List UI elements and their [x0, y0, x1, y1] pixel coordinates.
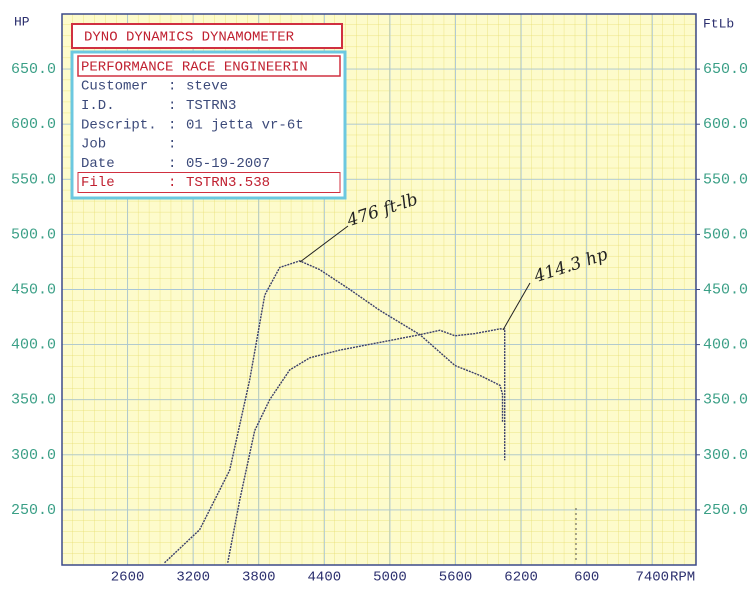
y-tick-label: 250.0 — [11, 502, 56, 519]
info-value: 05-19-2007 — [186, 156, 270, 172]
y-tick-label: 450.0 — [11, 281, 56, 298]
info-value: TSTRN3.538 — [186, 175, 270, 191]
info-separator: : — [168, 137, 176, 153]
x-axis-title: RPM — [670, 570, 695, 586]
info-separator: : — [168, 175, 176, 191]
info-separator: : — [168, 156, 176, 172]
x-tick-label: 600 — [574, 570, 599, 586]
y2-tick-label: 600.0 — [703, 116, 748, 133]
chart-title: DYNO DYNAMICS DYNAMOMETER — [84, 30, 295, 46]
x-tick-label: 3200 — [176, 570, 210, 586]
info-value: TSTRN3 — [186, 98, 236, 114]
x-tick-label: 7400 — [635, 570, 669, 586]
info-label: Descript. — [81, 117, 157, 133]
y2-tick-label: 350.0 — [703, 392, 748, 409]
y-tick-label: 400.0 — [11, 337, 56, 354]
y-tick-label: 350.0 — [11, 392, 56, 409]
info-heading-box — [77, 55, 341, 77]
info-label: Date — [81, 156, 115, 172]
y-tick-label: 600.0 — [11, 116, 56, 133]
y2-tick-label: 500.0 — [703, 226, 748, 243]
info-label: File — [81, 175, 115, 191]
annotation-leader — [502, 282, 531, 331]
y2-tick-label: 400.0 — [703, 337, 748, 354]
x-tick-label: 4400 — [308, 570, 342, 586]
info-separator: : — [168, 79, 176, 95]
x-tick-label: 3800 — [242, 570, 276, 586]
y2-tick-label: 250.0 — [703, 502, 748, 519]
info-separator: : — [168, 117, 176, 133]
curve — [164, 260, 504, 564]
y2-tick-label: 450.0 — [703, 281, 748, 298]
title-box — [71, 23, 343, 49]
curve — [227, 328, 506, 563]
x-tick-label: 5600 — [439, 570, 473, 586]
x-tick-label: 6200 — [504, 570, 538, 586]
y-tick-label: 650.0 — [11, 61, 56, 78]
info-value: 01 jetta vr-6t — [186, 117, 304, 133]
info-label: I.D. — [81, 98, 115, 114]
info-label: Customer — [81, 79, 148, 95]
y-tick-label: 550.0 — [11, 171, 56, 188]
info-value: steve — [186, 79, 228, 95]
y-tick-label: 500.0 — [11, 226, 56, 243]
right-axis-title: FtLb — [703, 16, 734, 31]
y-tick-label: 300.0 — [11, 447, 56, 464]
x-tick-label: 2600 — [111, 570, 145, 586]
y2-tick-label: 300.0 — [703, 447, 748, 464]
info-label: Job — [81, 137, 106, 153]
y2-tick-label: 550.0 — [703, 171, 748, 188]
x-tick-label: 5000 — [373, 570, 407, 586]
info-heading: PERFORMANCE RACE ENGINEERIN — [81, 60, 308, 76]
info-separator: : — [168, 98, 176, 114]
left-axis-title: HP — [14, 14, 30, 29]
info-highlight — [77, 172, 341, 193]
y2-tick-label: 650.0 — [703, 61, 748, 78]
annotation-leader — [299, 225, 349, 263]
